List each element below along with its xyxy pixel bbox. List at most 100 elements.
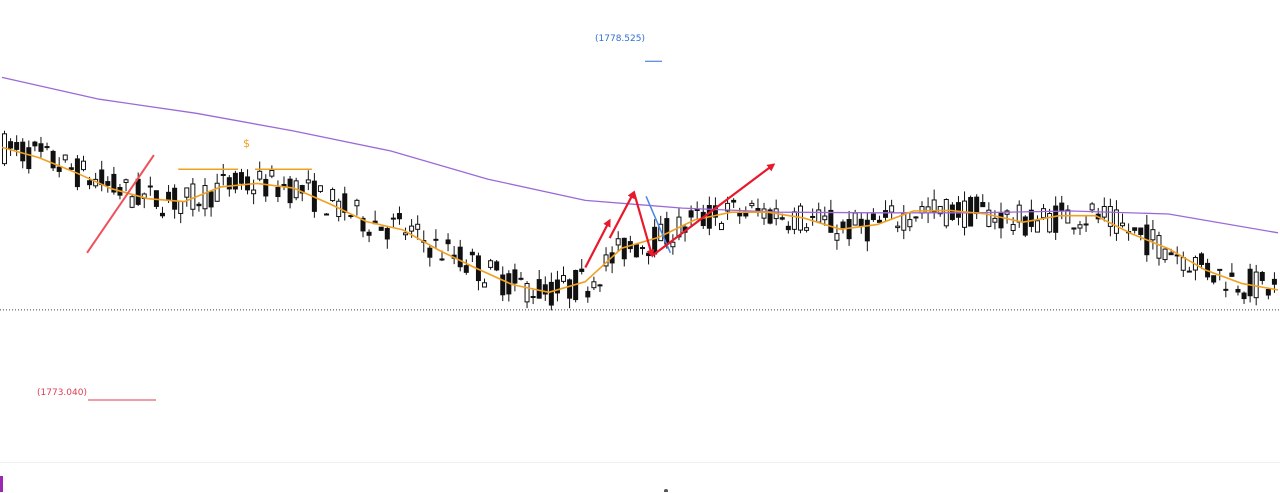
red-arrow [584,218,611,269]
bear-candle [8,141,14,149]
bull-candle [269,169,275,177]
high-price-label: (1778.525) [595,34,645,44]
bull-candle [129,196,135,208]
bear-candle [1259,271,1265,281]
bear-candle [646,252,652,257]
bear-candle [876,219,882,223]
bull-candle [804,227,810,231]
bear-candle [688,210,694,218]
bull-candle [962,200,968,228]
bear-candle [342,193,348,213]
bull-candle [761,208,767,219]
bull-candle [257,170,263,180]
bear-candle [457,246,463,268]
bear-candle [767,209,773,224]
low-price-label: (1773.040) [37,388,87,398]
candles-layer [2,130,1277,311]
bear-candle [159,212,165,217]
bear-candle [38,143,44,152]
bear-candle [299,185,305,194]
bull-candle [1113,209,1119,234]
bear-candle [172,187,178,210]
bull-candle [1047,213,1053,233]
bear-candle [20,141,26,162]
bear-candle [87,180,93,186]
bull-candle [1065,209,1071,224]
bear-candle [500,274,506,296]
bull-candle [615,238,621,246]
bull-candle [907,219,913,228]
bull-candle [524,282,530,303]
bull-candle [1150,229,1156,241]
bear-candle [445,239,451,245]
bull-candle [791,211,797,230]
bull-candle [439,258,445,261]
bull-candle [415,223,421,230]
bear-candle [554,279,560,294]
bear-candle [640,247,645,250]
bear-candle [427,247,433,258]
bear-candle [883,210,889,218]
bear-candle [530,296,536,299]
bear-candle [1071,227,1077,230]
bull-candle [123,179,129,183]
bull-candle [561,275,567,282]
bear-candle [99,169,105,186]
bull-candle [190,183,196,210]
bear-candle [469,251,475,256]
bear-candle [1271,278,1277,285]
bear-candle [731,199,737,203]
bear-candle [1211,275,1217,283]
bear-candle [1053,205,1059,233]
bull-candle [433,238,439,241]
bull-candle [178,200,184,214]
bull-candle [1041,208,1047,219]
bull-candle [80,160,86,171]
bull-candle [852,212,858,226]
bear-candle [858,218,864,227]
bear-candle [1199,253,1205,265]
bull-candle [895,225,901,229]
bull-candle [1034,220,1040,233]
bear-candle [548,281,554,306]
bear-candle [870,213,876,221]
trend-line [86,154,155,254]
bear-candle [287,178,293,204]
bear-candle [694,209,700,212]
blue-line [645,196,672,254]
bear-candle [390,217,396,220]
bear-candle [1132,227,1138,231]
bull-candle [317,185,323,192]
bull-candle [403,232,409,236]
bear-candle [536,279,542,299]
dollar-marker-label: $ [243,137,250,150]
bull-candle [184,187,190,198]
bear-candle [828,209,834,233]
bear-candle [998,211,1004,229]
bear-candle [135,178,141,205]
bull-candle [1217,268,1223,271]
red-arrow [632,191,655,258]
bear-candle [105,181,111,186]
bear-candle [56,166,62,172]
bear-candle [196,203,202,207]
bear-candle [263,178,269,197]
bear-candle [14,142,20,150]
bull-candle [1162,248,1168,261]
slow-moving-average [1,76,1279,234]
bear-candle [1168,252,1174,256]
bear-candle [785,225,791,231]
bull-candle [725,202,731,212]
bottom-center-marker [664,489,668,492]
bull-candle [324,213,330,216]
bear-candle [208,191,214,208]
bull-candle [822,215,828,221]
bull-candle [1016,204,1022,223]
bear-candle [50,150,56,169]
bear-candle [755,208,761,212]
bull-candle [488,260,494,268]
bear-candle [1059,202,1065,211]
bull-candle [305,179,311,184]
bear-candle [1022,216,1028,236]
bull-candle [718,222,724,231]
